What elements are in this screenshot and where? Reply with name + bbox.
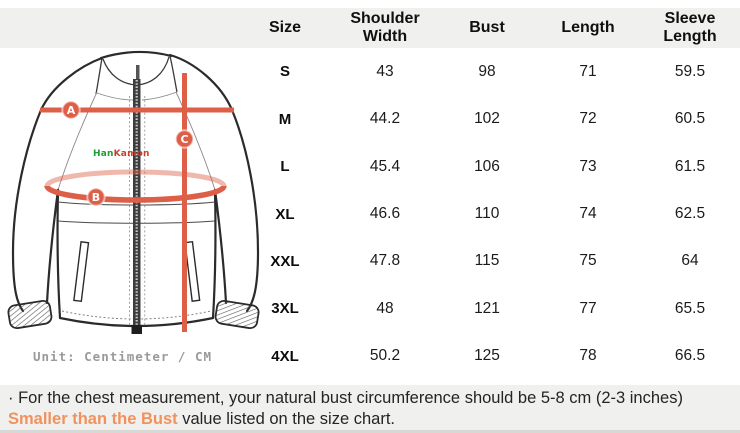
size-cell: 3XL	[271, 300, 299, 318]
table-cell: 61.5	[674, 157, 706, 175]
table-cell: 74	[579, 205, 597, 223]
table-cell: 64	[681, 252, 699, 270]
table-cell: 77	[579, 299, 597, 317]
header-cell-sleeve-length: Sleeve Length	[663, 10, 717, 45]
header-cell-size: Size	[268, 19, 301, 37]
left-pocket-welt	[73, 241, 90, 303]
header-cell-bust: Bust	[469, 19, 505, 37]
table-cell: 62.5	[674, 205, 706, 223]
table-cell: 47.8	[369, 252, 401, 270]
zipper-bottom-stop	[131, 325, 142, 334]
table-cell: 110	[474, 205, 500, 223]
table-cell: 102	[474, 110, 500, 128]
collar-right-edge	[169, 55, 178, 93]
marker-a: A	[61, 100, 81, 120]
note-highlight: Smaller than the Bust	[8, 410, 178, 428]
size-table: Size Shoulder Width Bust Length Sleeve L…	[252, 8, 726, 380]
header-cell-shoulder-width: Shoulder Width	[350, 10, 420, 45]
left-sleeve-outline	[11, 56, 104, 313]
measurement-note: · For the chest measurement, your natura…	[0, 385, 740, 433]
note-text-before: · For the chest measurement, your natura…	[8, 389, 683, 407]
header-cell-length: Length	[561, 19, 615, 37]
right-sleeve-outline	[168, 53, 260, 313]
table-cell: 45.4	[369, 157, 401, 175]
svg-text:B: B	[92, 191, 100, 204]
table-cell: 98	[478, 62, 496, 80]
table-cell: 115	[474, 252, 500, 270]
size-cell: M	[278, 110, 292, 128]
marker-b: B	[86, 187, 106, 207]
table-cell: 46.6	[369, 205, 401, 223]
table-cell: 106	[474, 157, 500, 175]
svg-text:A: A	[67, 104, 76, 117]
jacket-diagram: HanKamon A B C	[7, 50, 260, 334]
svg-text:C: C	[180, 133, 188, 146]
table-cell: 72	[579, 110, 597, 128]
collar-rim	[99, 50, 173, 60]
collar-base-seam	[96, 91, 178, 101]
table-cell: 66.5	[674, 347, 706, 365]
zipper-band	[133, 79, 141, 330]
right-cuff	[214, 299, 260, 330]
zipper-pull	[136, 65, 140, 79]
table-cell: 59.5	[674, 62, 706, 80]
table-cell: 75	[579, 252, 597, 270]
table-cell: 121	[474, 299, 500, 317]
brand-logo: HanKamon	[93, 149, 150, 159]
left-raglan-seam	[57, 91, 98, 191]
table-cell: 65.5	[674, 299, 706, 317]
size-cell: XXL	[270, 252, 300, 270]
table-cell: 71	[579, 62, 597, 80]
table-cell: 50.2	[369, 347, 401, 365]
table-cell: 48	[376, 299, 394, 317]
size-cell: XL	[275, 205, 295, 223]
table-cell: 44.2	[369, 110, 401, 128]
table-cell: 78	[579, 347, 597, 365]
size-cell: S	[279, 63, 290, 81]
unit-label: Unit: Centimeter / CM	[33, 349, 213, 364]
measure-ellipse-b-front	[44, 185, 227, 203]
table-cell: 73	[579, 157, 597, 175]
right-pocket-welt	[184, 240, 201, 302]
right-sleeve-inner-edge	[213, 188, 228, 305]
hem-stitch-line	[61, 310, 212, 320]
right-raglan-seam	[175, 91, 216, 191]
table-cell: 43	[376, 62, 394, 80]
marker-c: C	[174, 129, 195, 149]
body-right-seam	[211, 188, 217, 320]
collar-left-edge	[95, 57, 103, 95]
left-sleeve-inner-edge	[45, 188, 60, 305]
table-cell: 60.5	[674, 110, 706, 128]
table-cell: 125	[474, 347, 500, 365]
body-left-seam	[56, 188, 62, 320]
note-text-after: value listed on the size chart.	[177, 410, 395, 428]
size-cell: 4XL	[271, 347, 299, 365]
table-header-band	[0, 8, 740, 48]
left-cuff	[7, 299, 53, 330]
size-cell: L	[280, 158, 290, 176]
